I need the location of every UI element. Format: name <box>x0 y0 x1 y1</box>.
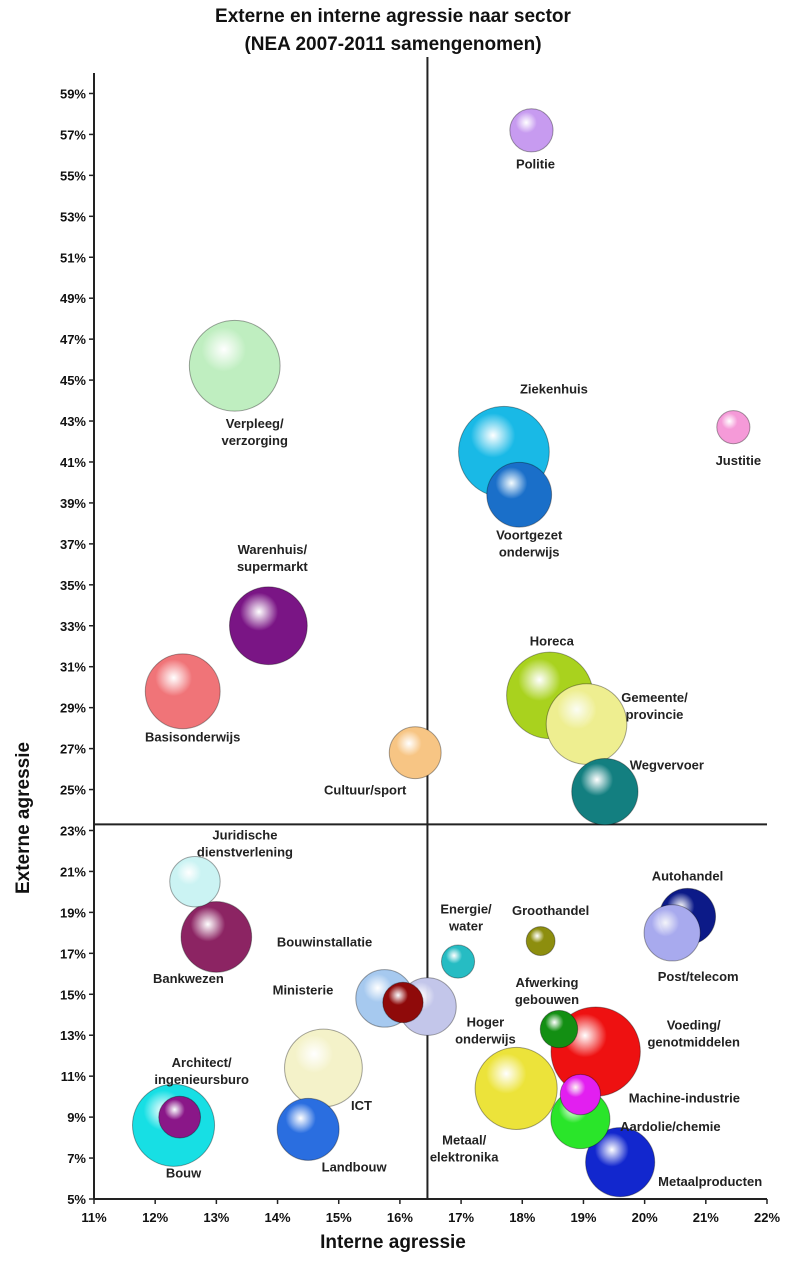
x-tick-label: 19% <box>570 1210 596 1225</box>
y-tick-label: 25% <box>60 783 86 798</box>
bubble-label: ICT <box>351 1098 372 1113</box>
bubble-label: Hoger onderwijs <box>455 1015 516 1047</box>
y-axis-label: Externe agressie <box>13 741 34 895</box>
bubble-label: Wegvervoer <box>630 758 704 773</box>
y-tick-label: 33% <box>60 619 86 634</box>
bubble-label: Landbouw <box>322 1159 388 1174</box>
y-tick-label: 23% <box>60 823 86 838</box>
y-tick-label: 47% <box>60 332 86 347</box>
y-tick-label: 45% <box>60 373 86 388</box>
bubble-energie <box>440 944 476 979</box>
bubble-label: Bouw <box>166 1165 202 1180</box>
bubble-label: Ministerie <box>273 982 334 997</box>
bubble-label: Aardolie/chemie <box>620 1119 720 1134</box>
y-tick-label: 35% <box>60 578 86 593</box>
bubble-label: Architect/ingenieursburo <box>154 1055 249 1087</box>
bubble-politie <box>509 108 554 153</box>
y-tick-label: 55% <box>60 168 86 183</box>
y-tick-label: 43% <box>60 414 86 429</box>
x-tick-label: 14% <box>265 1210 291 1225</box>
bubble-warenhuis <box>228 586 308 666</box>
bubble-post <box>643 904 701 962</box>
y-tick-label: 13% <box>60 1028 86 1043</box>
bubble-gemeente <box>545 683 628 765</box>
bubble-ict <box>284 1028 363 1108</box>
bubble-verpleeg <box>188 319 281 412</box>
bubble-label: Cultuur/sport <box>324 783 407 798</box>
y-tick-label: 5% <box>67 1192 86 1207</box>
x-tick-label: 12% <box>142 1210 168 1225</box>
y-tick-label: 15% <box>60 987 86 1002</box>
x-tick-label: 13% <box>203 1210 229 1225</box>
bubble-label: Autohandel <box>652 868 724 883</box>
x-tick-label: 16% <box>387 1210 413 1225</box>
y-tick-label: 11% <box>61 1069 87 1084</box>
y-tick-label: 53% <box>60 209 86 224</box>
y-tick-label: 7% <box>67 1151 86 1166</box>
bubble-bankwezen <box>180 901 253 973</box>
bubble-cultuur <box>388 726 442 780</box>
bubble-metaalproducten <box>585 1127 656 1198</box>
bubble-wegvervoer <box>571 757 639 826</box>
y-tick-label: 59% <box>60 86 86 101</box>
bubble-label: Bankwezen <box>153 971 224 986</box>
bubble-label: Juridische dienstverlening <box>197 828 293 860</box>
x-tick-label: 11% <box>81 1210 107 1225</box>
y-tick-label: 37% <box>60 537 86 552</box>
bubble-label: Horeca <box>530 633 575 648</box>
y-tick-label: 17% <box>60 946 86 961</box>
y-tick-label: 57% <box>60 127 86 142</box>
bubble-basisonderwijs <box>144 653 221 730</box>
y-tick-label: 21% <box>60 864 86 879</box>
y-tick-label: 27% <box>60 742 86 757</box>
x-axis-label: Interne agressie <box>320 1232 466 1253</box>
bubble-label: Voeding/genotmiddelen <box>647 1018 740 1050</box>
y-tick-label: 49% <box>60 291 86 306</box>
bubble-label: Verpleeg/verzorging <box>221 416 288 448</box>
bubble-label: Justitie <box>716 453 762 468</box>
bubble-label: Bouwinstallatie <box>277 934 372 949</box>
bubble-machineindustrie <box>559 1073 602 1116</box>
bubble-label: Warenhuis/supermarkt <box>237 542 308 574</box>
y-tick-label: 39% <box>60 496 86 511</box>
bubble-label: Politie <box>516 156 555 171</box>
bubble-landbouw <box>276 1097 340 1161</box>
bubble-juridische <box>169 855 221 908</box>
bubble-label: Ziekenhuis <box>520 382 588 397</box>
bubble-label: Metaal/elektronika <box>430 1132 499 1164</box>
chart-title: Externe en interne agressie naar sector <box>215 6 571 27</box>
y-tick-label: 19% <box>60 905 86 920</box>
bubble-label: Afwerking gebouwen <box>515 975 579 1007</box>
x-tick-label: 20% <box>632 1210 658 1225</box>
y-tick-label: 31% <box>60 660 86 675</box>
bubble-label: Metaalproducten <box>658 1174 762 1189</box>
y-tick-label: 29% <box>60 701 86 716</box>
y-tick-label: 9% <box>67 1110 86 1125</box>
x-tick-label: 22% <box>754 1210 780 1225</box>
bubble-voortgezet <box>486 461 553 528</box>
bubble-groothandel <box>525 926 556 956</box>
y-tick-label: 51% <box>60 250 86 265</box>
bubble-ministerie <box>382 981 424 1024</box>
y-tick-label: 41% <box>60 455 86 470</box>
bubble-metaal <box>474 1046 558 1130</box>
bubble-label: Gemeente/provincie <box>621 690 688 722</box>
bubble-label: Energie/water <box>440 902 492 934</box>
x-tick-label: 17% <box>448 1210 474 1225</box>
chart-subtitle: (NEA 2007-2011 samengenomen) <box>244 34 542 55</box>
x-tick-label: 18% <box>509 1210 535 1225</box>
bubble-label: Groothandel <box>512 903 589 918</box>
bubble-justitie <box>716 410 751 445</box>
x-tick-label: 15% <box>326 1210 352 1225</box>
bubble-afwerking <box>539 1009 579 1049</box>
bubble-architect <box>158 1095 202 1139</box>
bubble-label: Voortgezet onderwijs <box>496 528 563 560</box>
bubble-label: Basisonderwijs <box>145 729 240 744</box>
bubble-label: Machine-industrie <box>629 1091 740 1106</box>
x-tick-label: 21% <box>693 1210 719 1225</box>
bubble-label: Post/telecom <box>658 969 739 984</box>
